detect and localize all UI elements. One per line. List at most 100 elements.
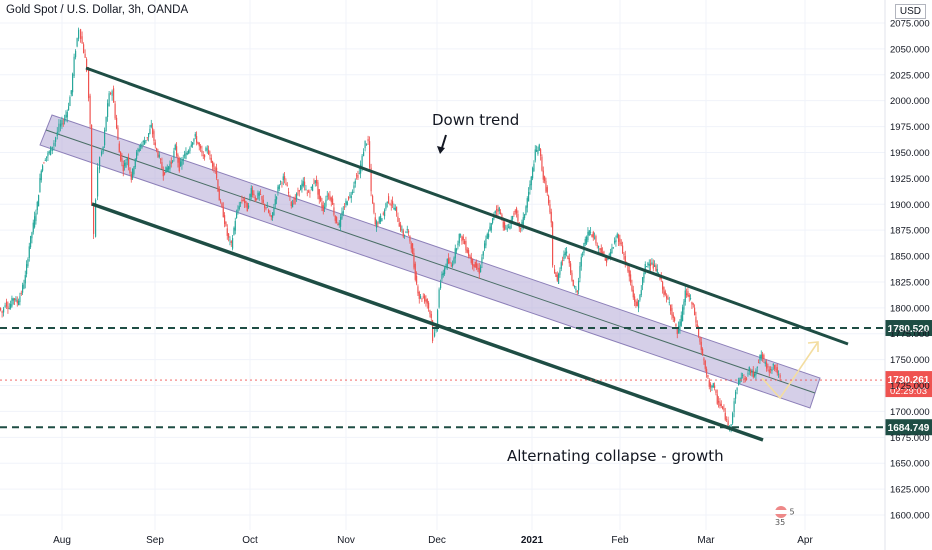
candle-body <box>497 209 499 213</box>
candle-body <box>253 193 255 196</box>
annotation-down-trend[interactable]: Down trend <box>432 111 519 129</box>
candle-body <box>631 284 633 291</box>
candle-body <box>75 50 77 58</box>
candle-body <box>70 90 72 95</box>
candle-body <box>620 242 622 244</box>
candle-body <box>72 73 74 93</box>
candle-body <box>318 189 320 200</box>
candle-body <box>149 128 151 134</box>
candle-body <box>710 383 712 388</box>
candle-body <box>694 307 696 316</box>
candle-body <box>44 160 46 162</box>
candle-body <box>48 151 50 153</box>
candle-body <box>435 327 437 331</box>
candle-body <box>400 224 402 231</box>
candle-body <box>134 158 136 167</box>
candle-body <box>384 209 386 217</box>
candle-body <box>564 252 566 256</box>
candle-body <box>572 279 574 286</box>
y-tick-label: 1750.000 <box>890 355 930 366</box>
candle-body <box>442 272 444 276</box>
candle-body <box>333 207 335 215</box>
candle-body <box>62 123 64 125</box>
candle-body <box>546 187 548 193</box>
candle-body <box>582 253 584 255</box>
candle-body <box>309 192 311 194</box>
candle-body <box>376 221 378 228</box>
candle-body <box>615 239 617 243</box>
currency-badge[interactable]: USD <box>894 4 926 19</box>
candle-body <box>273 207 275 216</box>
bar-countdown-label: 02:29:03 <box>890 386 927 397</box>
projection-arrow[interactable] <box>761 341 819 400</box>
candle-body <box>696 324 698 328</box>
y-tick-label: 1825.000 <box>890 277 930 288</box>
candle-body <box>128 157 130 167</box>
candle-body <box>402 230 404 237</box>
candle-body <box>434 332 436 337</box>
candle-body <box>512 215 514 220</box>
candle-body <box>140 145 142 147</box>
candle-body <box>310 186 312 188</box>
candle-body <box>440 282 442 289</box>
candle-body <box>294 197 296 200</box>
candle-body <box>354 180 356 184</box>
candle-body <box>756 367 758 368</box>
candle-body <box>292 203 294 208</box>
candle-body <box>740 377 742 379</box>
x-tick-label: Sep <box>146 535 164 546</box>
candle-body <box>584 239 586 244</box>
candle-body <box>559 270 561 275</box>
candle-body <box>81 36 83 44</box>
candle-body <box>377 222 379 224</box>
candle-body <box>341 212 343 219</box>
candle-body <box>549 204 551 213</box>
candle-body <box>688 295 690 297</box>
candle-body <box>751 370 753 373</box>
candle-body <box>19 296 21 303</box>
annotation-alternating[interactable]: Alternating collapse - growth <box>507 447 724 465</box>
candle-body <box>591 234 593 237</box>
candle-body <box>249 194 251 200</box>
candle-body <box>218 189 220 201</box>
upper-trendline[interactable] <box>85 66 849 346</box>
candle-body <box>720 403 722 406</box>
candle-body <box>363 151 365 157</box>
news-badge[interactable]: 5 35 <box>775 506 803 527</box>
candle-body <box>698 327 700 336</box>
candle-body <box>664 291 666 295</box>
candle-body <box>30 235 32 248</box>
candle-body <box>210 157 212 163</box>
candle-body <box>674 317 676 321</box>
candle-body <box>706 368 708 375</box>
candle-body <box>595 236 597 244</box>
candle-body <box>8 308 10 309</box>
candle-body <box>730 424 732 428</box>
candle-body <box>220 200 222 202</box>
candle-body <box>656 269 658 273</box>
candle-body <box>313 183 315 185</box>
candle-body <box>654 265 656 267</box>
candle-body <box>269 213 271 216</box>
candle-body <box>190 144 192 147</box>
candle-body <box>444 268 446 274</box>
candle-body <box>758 362 760 364</box>
candle-body <box>711 385 713 388</box>
candle-body <box>532 168 534 179</box>
candle-body <box>202 154 204 156</box>
candle-body <box>320 196 322 201</box>
candle-body <box>214 168 216 170</box>
candle-body <box>42 165 44 171</box>
candle-body <box>714 385 716 388</box>
candle-body <box>465 240 467 251</box>
candle-body <box>413 253 415 268</box>
lower-trendline[interactable] <box>91 202 764 442</box>
candle-body <box>718 400 720 403</box>
candle-body <box>1 310 3 313</box>
candle-body <box>282 176 284 181</box>
candle-body <box>489 226 491 231</box>
candle-body <box>727 420 729 426</box>
candle-body <box>446 258 448 267</box>
candle-body <box>759 355 761 361</box>
